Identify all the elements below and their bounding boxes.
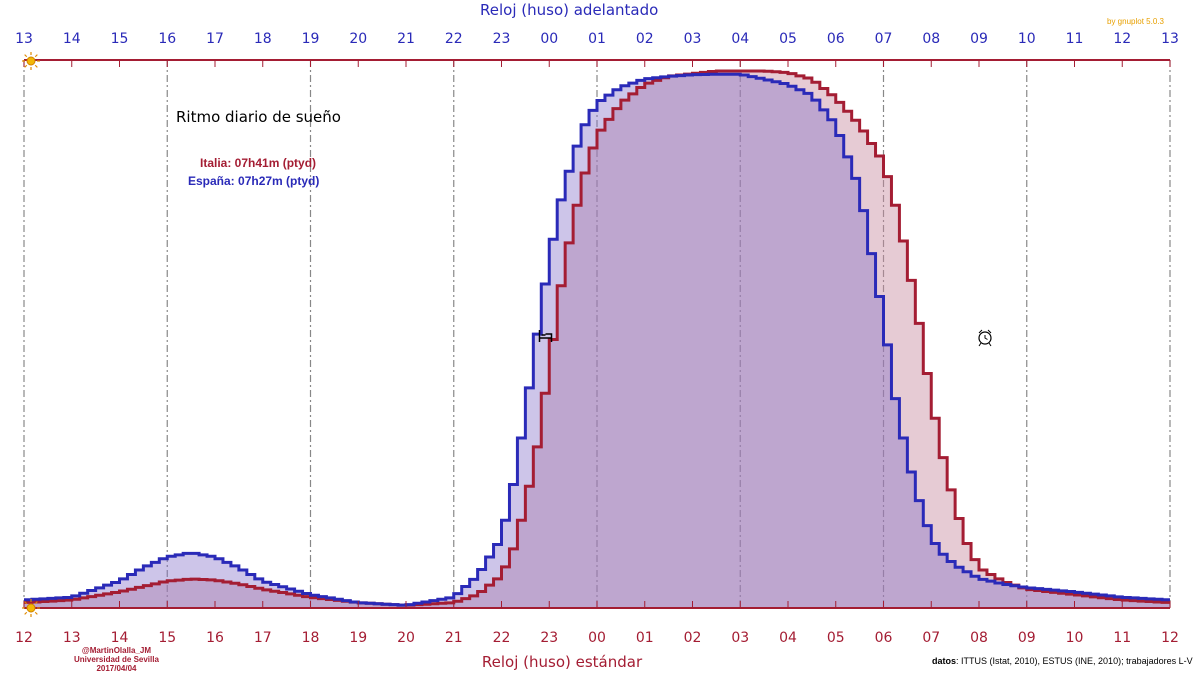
x2-tick-label: 20 xyxy=(349,31,367,47)
x-tick-label: 00 xyxy=(588,630,606,646)
data-sources: datos: ITTUS (Istat, 2010), ESTUS (INE, … xyxy=(932,656,1193,666)
x-tick-label: 23 xyxy=(540,630,558,646)
x-tick-label: 21 xyxy=(445,630,463,646)
x-tick-label: 19 xyxy=(349,630,367,646)
alarm-bells xyxy=(978,329,992,347)
x2-tick-label: 03 xyxy=(684,31,702,47)
x2-axis-title: Reloj (huso) adelantado xyxy=(480,1,659,19)
axes xyxy=(23,59,1171,609)
x-tick-label: 02 xyxy=(684,630,702,646)
series-line-italia xyxy=(24,69,1170,607)
x-tick-label: 16 xyxy=(206,630,224,646)
x-tick-label: 22 xyxy=(493,630,511,646)
x-tick-label: 01 xyxy=(636,630,654,646)
x-tick-label: 07 xyxy=(922,630,940,646)
sun-core xyxy=(26,603,36,613)
x2-tick-label: 07 xyxy=(875,31,893,47)
sun-ray xyxy=(34,611,38,615)
x-tick-label: 04 xyxy=(779,630,797,646)
x-tick-label: 10 xyxy=(1066,630,1084,646)
x-tick-label: 08 xyxy=(970,630,988,646)
sun-ray xyxy=(34,601,38,605)
series-layer xyxy=(24,69,1170,609)
x-tick-label: 14 xyxy=(111,630,129,646)
sun-ray xyxy=(24,601,28,605)
sun-icon-bottom xyxy=(22,599,40,617)
gnuplot-credit: by gnuplot 5.0.3 xyxy=(1107,17,1164,26)
x-tick-label: 05 xyxy=(827,630,845,646)
alarm-hands xyxy=(984,335,988,340)
sun-ray xyxy=(24,54,28,58)
icons xyxy=(22,52,992,617)
sources-text: : ITTUS (Istat, 2010), ESTUS (INE, 2010)… xyxy=(956,656,1193,666)
sun-ray xyxy=(24,64,28,68)
x-tick-label: 15 xyxy=(158,630,176,646)
x2-tick-label: 21 xyxy=(397,31,415,47)
x2-tick-label: 23 xyxy=(493,31,511,47)
bed-shape xyxy=(538,330,553,342)
x-tick-label: 13 xyxy=(63,630,81,646)
x2-tick-label: 00 xyxy=(540,31,558,47)
grid-lines xyxy=(23,60,1171,608)
x2-tick-label: 16 xyxy=(158,31,176,47)
x2-tick-label: 14 xyxy=(63,31,81,47)
x-tick-label: 11 xyxy=(1113,630,1131,646)
x-tick-label: 18 xyxy=(302,630,320,646)
x2-tick-label: 01 xyxy=(588,31,606,47)
tick-labels: 13 14 15 16 17 18 19 20 21 22 23 00 01 02 03 04 05 06 07 08… xyxy=(15,31,1179,646)
series-line-espana xyxy=(24,72,1170,607)
x2-tick-label: 02 xyxy=(636,31,654,47)
x2-tick-label: 06 xyxy=(827,31,845,47)
x-tick-label: 12 xyxy=(15,630,33,646)
x-tick-label: 17 xyxy=(254,630,272,646)
x-tick-label: 06 xyxy=(875,630,893,646)
x2-tick-label: 10 xyxy=(1018,31,1036,47)
bed-icon xyxy=(538,330,553,342)
x-tick-label: 12 xyxy=(1161,630,1179,646)
x2-tick-label: 13 xyxy=(1161,31,1179,47)
sun-icon-top xyxy=(22,52,40,70)
x2-tick-label: 04 xyxy=(731,31,749,47)
legend-espana: España: 07h27m (ptyd) xyxy=(188,174,320,188)
x2-tick-label: 11 xyxy=(1066,31,1084,47)
x-tick-label: 09 xyxy=(1018,630,1036,646)
x2-tick-label: 09 xyxy=(970,31,988,47)
x2-tick-label: 17 xyxy=(206,31,224,47)
sun-ray xyxy=(34,54,38,58)
x2-tick-label: 08 xyxy=(922,31,940,47)
sun-ray xyxy=(34,64,38,68)
author-credit: @MartinOlalla_JM Universidad de Sevilla … xyxy=(74,646,159,673)
legend-italia: Italia: 07h41m (ptyd) xyxy=(200,156,317,170)
x2-tick-label: 13 xyxy=(15,31,33,47)
x-axis-title: Reloj (huso) estándar xyxy=(481,653,643,671)
series-area-espana xyxy=(24,74,1170,609)
x2-tick-label: 22 xyxy=(445,31,463,47)
x2-tick-label: 12 xyxy=(1113,31,1131,47)
sun-ray xyxy=(24,611,28,615)
sun-core xyxy=(26,56,36,66)
x-tick-label: 20 xyxy=(397,630,415,646)
sources-label: datos xyxy=(932,656,957,666)
x2-tick-label: 05 xyxy=(779,31,797,47)
alarm-clock-icon xyxy=(978,329,992,347)
credit-date: 2017/04/04 xyxy=(96,664,137,673)
x-tick-label: 03 xyxy=(731,630,749,646)
chart-title: Ritmo diario de sueño xyxy=(176,108,341,126)
series-area-italia xyxy=(24,71,1170,608)
x2-tick-label: 18 xyxy=(254,31,272,47)
x2-tick-label: 19 xyxy=(302,31,320,47)
credit-author: @MartinOlalla_JM xyxy=(81,646,152,655)
credit-institution: Universidad de Sevilla xyxy=(74,655,159,664)
x2-tick-label: 15 xyxy=(111,31,129,47)
